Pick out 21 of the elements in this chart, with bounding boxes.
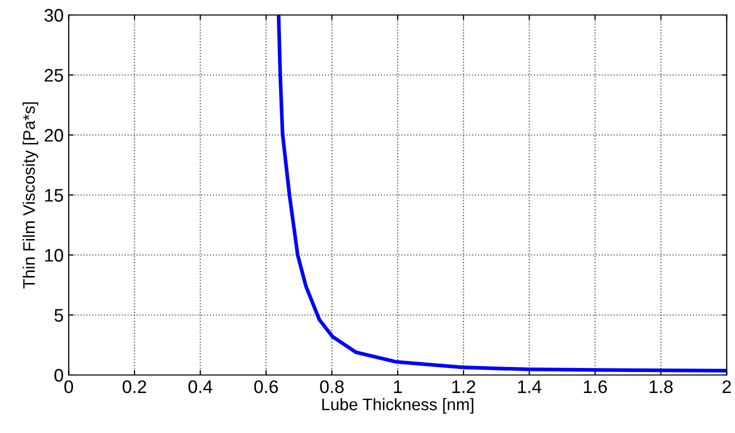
x-tick-label: 0.8 xyxy=(320,380,344,394)
x-tick-label: 1.4 xyxy=(518,380,542,393)
x-tick-label: 1 xyxy=(394,380,402,393)
y-axis-title: Thin Film Viscosity [Pa*s] xyxy=(22,102,38,288)
y-tick-label: 20 xyxy=(44,128,64,142)
x-tick-label: 0.6 xyxy=(254,380,278,394)
line-series xyxy=(276,15,727,372)
x-tick-label: 1.8 xyxy=(650,380,673,394)
y-tick-label: 25 xyxy=(44,68,64,82)
x-tick-label: 0.2 xyxy=(122,380,146,394)
x-tick-label: 1.6 xyxy=(584,380,607,394)
y-tick-label: 0 xyxy=(54,368,64,382)
x-axis-title: Lube Thickness [nm] xyxy=(322,398,474,414)
x-tick-label: 0.4 xyxy=(188,380,212,394)
y-tick-label: 30 xyxy=(44,8,64,22)
y-tick-label: 10 xyxy=(45,248,64,262)
y-tick-label: 15 xyxy=(45,189,64,202)
x-tick-label: 1.2 xyxy=(452,380,476,393)
y-tick-label: 5 xyxy=(54,309,64,322)
x-tick-label: 0 xyxy=(64,380,74,394)
x-tick-label: 2 xyxy=(722,380,731,393)
